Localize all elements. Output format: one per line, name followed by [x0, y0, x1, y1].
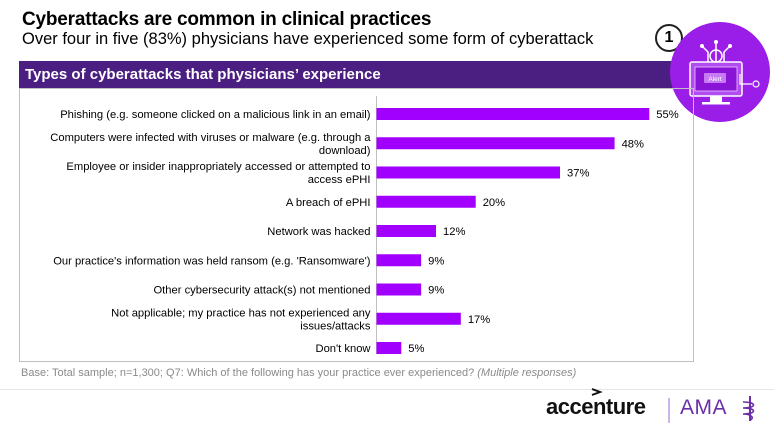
category-label-line: Not applicable; my practice has not expe…	[111, 307, 371, 319]
footnote: Base: Total sample; n=1,300; Q7: Which o…	[21, 367, 576, 379]
page-subtitle: Over four in five (83%) physicians have …	[22, 30, 594, 48]
value-label: 48%	[622, 138, 644, 150]
category-label-line: access ePHI	[308, 174, 371, 186]
category-label-line: download)	[319, 145, 371, 157]
value-label: 5%	[408, 343, 424, 355]
category-label-line: Our practice's information was held rans…	[53, 255, 371, 267]
chart-frame	[19, 88, 694, 362]
bar	[376, 254, 422, 267]
ama-logo: AMA	[680, 396, 728, 419]
category-label-line: Don't know	[316, 343, 372, 355]
accenture-logo: accenture	[546, 394, 646, 419]
bar	[376, 283, 422, 296]
footnote-italic: (Multiple responses)	[477, 367, 577, 379]
slide-number-badge: 1	[655, 24, 683, 52]
value-label: 37%	[567, 168, 589, 180]
value-label: 17%	[468, 314, 490, 326]
value-label: 55%	[656, 109, 678, 121]
footer-divider	[0, 389, 774, 390]
bar	[376, 225, 437, 237]
bar	[376, 312, 461, 325]
accenture-chevron-icon	[591, 388, 603, 396]
bar	[376, 195, 476, 208]
category-label: Computers were infected with viruses or …	[50, 132, 371, 157]
bar	[376, 166, 561, 179]
category-label: Other cybersecurity attack(s) not mentio…	[153, 285, 370, 297]
category-label-line: Phishing (e.g. someone clicked on a mali…	[60, 109, 371, 121]
value-label: 9%	[428, 285, 444, 297]
bar-chart: Phishing (e.g. someone clicked on a mali…	[19, 88, 694, 362]
value-label: 12%	[443, 226, 465, 238]
category-label-line: Computers were infected with viruses or …	[50, 132, 371, 144]
page-title: Cyberattacks are common in clinical prac…	[22, 9, 432, 30]
value-label: 9%	[428, 255, 444, 267]
section-header-bar	[19, 61, 679, 88]
chart-area: Phishing (e.g. someone clicked on a mali…	[19, 88, 694, 362]
alert-label: Alert	[708, 76, 722, 83]
section-title: Types of cyberattacks that physicians’ e…	[25, 66, 381, 83]
computer-alert-icon: Alert	[670, 22, 770, 122]
category-label-line: Network was hacked	[267, 226, 370, 238]
category-label: Not applicable; my practice has not expe…	[111, 307, 371, 332]
bar	[376, 137, 615, 150]
bar	[376, 342, 402, 354]
category-label: A breach of ePHI	[286, 197, 371, 209]
value-label: 20%	[483, 197, 505, 209]
category-label: Network was hacked	[267, 226, 370, 238]
category-label: Employee or insider inappropriately acce…	[66, 161, 370, 186]
logo-separator	[668, 398, 670, 423]
category-label: Phishing (e.g. someone clicked on a mali…	[60, 109, 371, 121]
ama-caduceus-icon	[742, 396, 755, 421]
category-label-line: issues/attacks	[300, 320, 371, 332]
category-label: Don't know	[316, 343, 372, 355]
category-label-line: Other cybersecurity attack(s) not mentio…	[153, 285, 370, 297]
category-label-line: A breach of ePHI	[286, 197, 371, 209]
category-label: Our practice's information was held rans…	[53, 255, 371, 267]
footnote-text: Base: Total sample; n=1,300; Q7: Which o…	[21, 367, 478, 379]
bar	[376, 108, 650, 120]
category-label-line: Employee or insider inappropriately acce…	[66, 161, 370, 173]
